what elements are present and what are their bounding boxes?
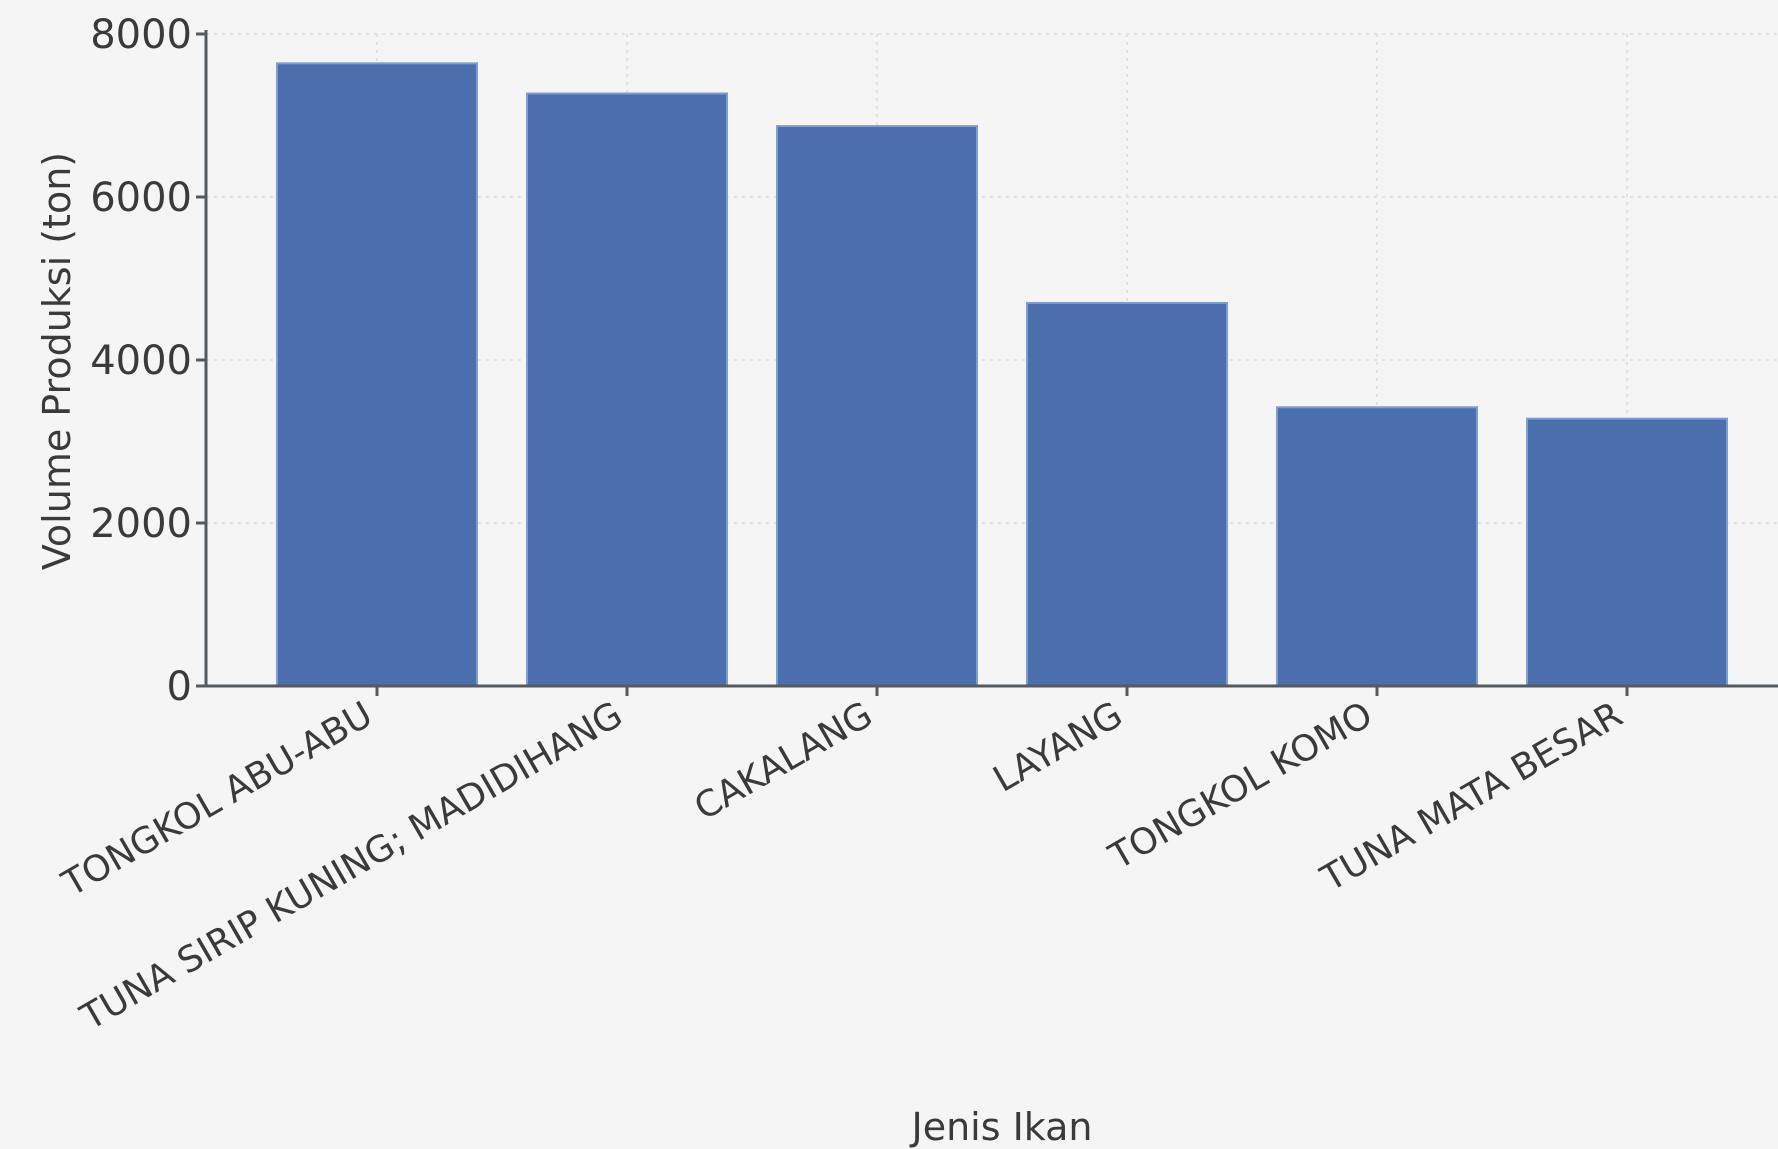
x-tick-label: CAKALANG [688,694,880,828]
x-axis-title: Jenis Ikan [909,1105,1092,1149]
x-tick-label: TUNA SIRIP KUNING; MADIDIHANG [73,694,629,1039]
bar [1276,406,1478,687]
x-tick-label: LAYANG [987,694,1130,800]
y-tick-label: 8000 [90,12,192,58]
y-axis-title: Volume Produksi (ton) [35,152,79,570]
bar [276,62,478,687]
axes [204,30,1778,688]
y-axis-ticks: 0 2000 4000 6000 8000 [90,12,206,710]
y-tick-label: 6000 [90,175,192,221]
bar [526,92,728,688]
bar [1526,417,1728,687]
bar [776,125,978,688]
bars [276,62,1728,688]
grid-lines [206,33,1778,686]
y-tick-label: 4000 [90,338,192,384]
bar [1026,301,1228,687]
y-tick-label: 2000 [90,501,192,547]
y-tick-label: 0 [167,664,192,710]
